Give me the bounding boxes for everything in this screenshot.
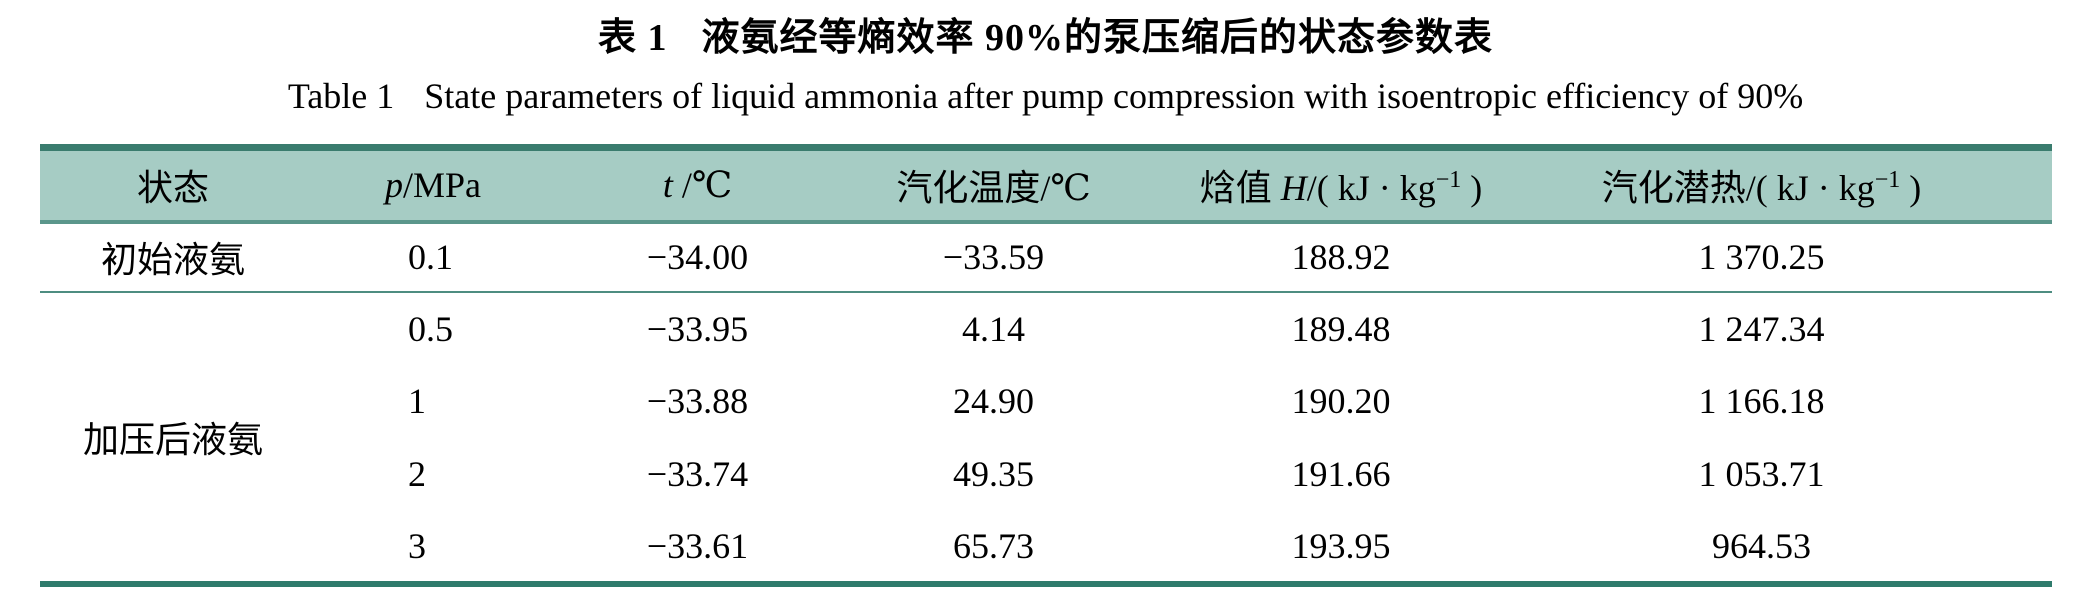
header-unit-close: ): [1461, 168, 1483, 209]
col-header-state: 状态: [40, 147, 306, 224]
header-text: 汽化潜热/( kJ · kg: [1601, 168, 1875, 209]
header-unit-close: ): [1900, 168, 1922, 209]
enthalpy-cell: 190.20: [1291, 381, 1391, 421]
header-superscript: −1: [1874, 167, 1901, 194]
temperature-cell: −33.74: [646, 454, 749, 494]
pressure-cell: 2: [408, 454, 426, 494]
vaporization-temperature-cell: −33.59: [835, 221, 1152, 293]
temperature-cell: −34.00: [560, 221, 835, 293]
enthalpy-cell: 191.66: [1291, 454, 1391, 494]
enthalpy-cell: 193.95: [1291, 525, 1391, 566]
latent-heat-cell: 964.53: [1712, 525, 1811, 566]
paper-table-figure: 表 1 液氨经等熵效率 90%的泵压缩后的状态参数表 Table 1 State p…: [0, 6, 2091, 598]
header-superscript: −1: [1435, 167, 1462, 194]
enthalpy-cell: 189.48: [1291, 308, 1391, 349]
header-symbol: t: [662, 165, 673, 206]
pressure-cell: 0.5: [408, 308, 453, 349]
pressure-cell: 3: [408, 525, 426, 566]
latent-heat-cell: 1 053.71: [1698, 454, 1825, 494]
header-symbol: H: [1280, 168, 1307, 209]
header-unit: /MPa: [402, 165, 481, 206]
enthalpy-cell: 188.92: [1152, 221, 1530, 293]
table-row-pressurized-4: 3 −33.61 65.73 193.95 964.53: [40, 511, 2052, 584]
table-caption-cn-label: 表 1: [597, 17, 668, 59]
header-symbol: p: [384, 165, 403, 206]
vaporization-temperature-cell: 65.73: [953, 525, 1034, 566]
table-row-pressurized-2: 1 −33.88 24.90 190.20 1 166.18: [40, 365, 2052, 438]
table-row-pressurized-3: 2 −33.74 49.35 191.66 1 053.71: [40, 438, 2052, 511]
latent-heat-cell: 1 247.34: [1698, 308, 1825, 349]
table-caption-cn: 表 1 液氨经等熵效率 90%的泵压缩后的状态参数表: [0, 6, 2091, 61]
header-text: 焓值: [1199, 168, 1281, 209]
table-caption-en-text: State parameters of liquid ammonia after…: [424, 76, 1804, 116]
temperature-cell: −33.61: [646, 525, 749, 566]
temperature-cell: −33.95: [646, 308, 749, 349]
table-caption-en: Table 1 State parameters of liquid ammoni…: [0, 75, 2091, 117]
table-row-initial-ammonia: 初始液氨 0.1 −34.00 −33.59 188.92 1 370.25: [40, 221, 2052, 293]
table-row-pressurized-1: 加压后液氨 0.5 −33.95 4.14 189.48 1 247.34: [40, 292, 2052, 460]
state-cell: 初始液氨: [40, 221, 306, 293]
table-caption-en-label: Table 1: [287, 76, 395, 116]
state-parameters-table: 状态 p/MPa t /℃ 汽化温度/℃ 焓值 H/( kJ · kg−1 ) …: [40, 144, 2052, 587]
latent-heat-cell: 1 166.18: [1698, 381, 1825, 421]
col-header-latent-heat: 汽化潜热/( kJ · kg−1 ): [1530, 147, 2052, 224]
pressure-cell: 1: [408, 381, 426, 421]
state-cell: 加压后液氨: [82, 419, 263, 460]
table-caption-cn-text: 液氨经等熵效率 90%的泵压缩后的状态参数表: [701, 17, 1494, 59]
header-text: 汽化温度/℃: [896, 168, 1091, 209]
vaporization-temperature-cell: 49.35: [953, 454, 1034, 494]
latent-heat-cell: 1 370.25: [1530, 221, 2052, 293]
vaporization-temperature-cell: 24.90: [953, 381, 1034, 421]
header-unit: /( kJ · kg: [1306, 168, 1436, 209]
header-unit: /℃: [672, 165, 733, 206]
col-header-vaporization-temperature: 汽化温度/℃: [835, 147, 1152, 224]
col-header-temperature: t /℃: [560, 147, 835, 224]
vaporization-temperature-cell: 4.14: [962, 308, 1025, 349]
pressure-cell: 0.1: [306, 221, 560, 293]
temperature-cell: −33.88: [646, 381, 749, 421]
header-text: 状态: [136, 168, 209, 209]
table-header-row: 状态 p/MPa t /℃ 汽化温度/℃ 焓值 H/( kJ · kg−1 ) …: [40, 147, 2052, 224]
col-header-pressure: p/MPa: [306, 147, 560, 224]
col-header-enthalpy: 焓值 H/( kJ · kg−1 ): [1152, 147, 1530, 224]
